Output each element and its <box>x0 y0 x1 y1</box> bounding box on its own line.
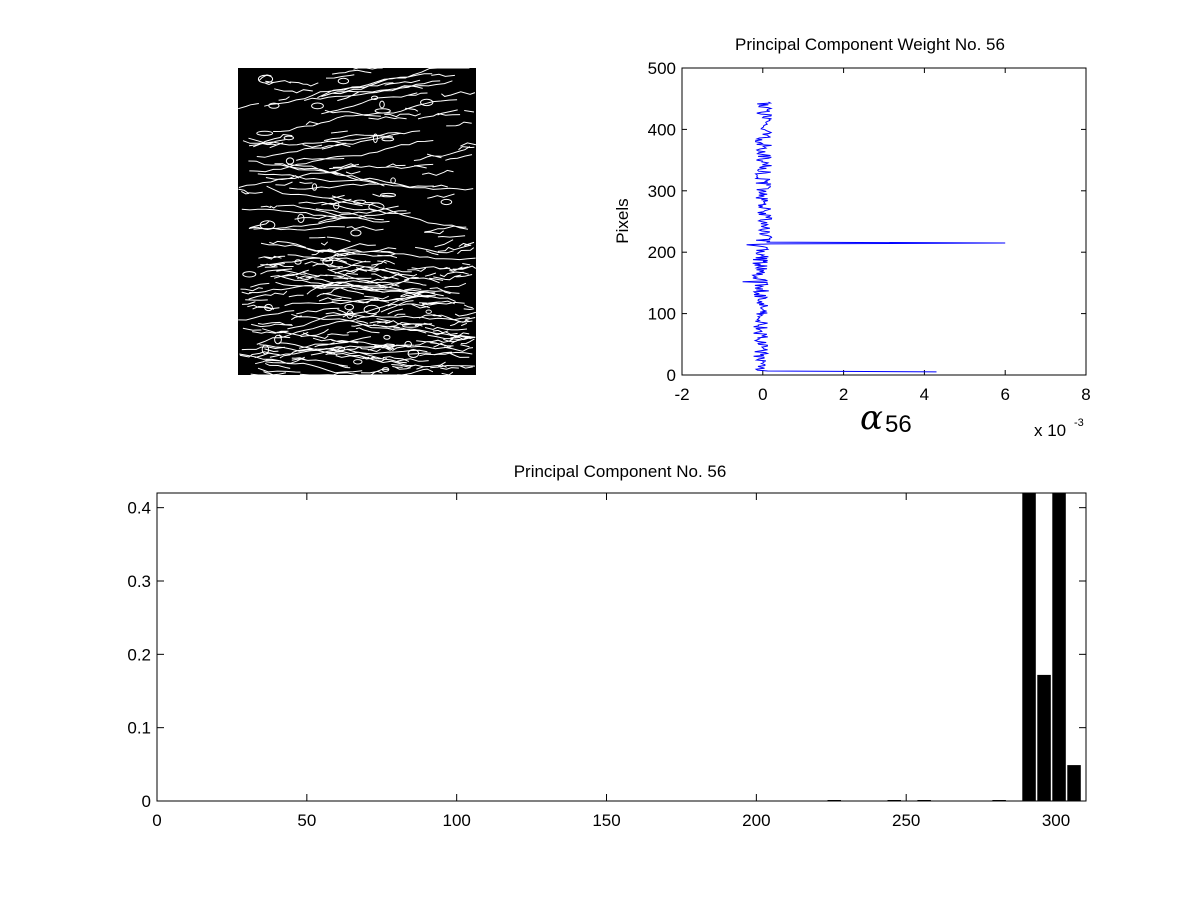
edge-loop <box>311 102 324 110</box>
weight-series-line <box>742 101 1006 373</box>
edge-loop <box>311 183 318 191</box>
bar-ytick-label: 0.1 <box>127 719 151 738</box>
edge-map-image <box>238 67 477 376</box>
weight-chart-exponent-base: x 10 <box>1034 421 1066 440</box>
edge-loop <box>242 271 257 278</box>
edge-loop <box>380 192 396 198</box>
edge-loop <box>268 102 280 109</box>
principal-component-bar-chart: Principal Component No. 56 0 50 100 150 200 2… <box>127 462 1087 830</box>
bar-xtick-label: 0 <box>152 811 161 830</box>
bar-chart-title: Principal Component No. 56 <box>514 462 727 481</box>
bar-xtick-label: 150 <box>592 811 620 830</box>
edge-loop <box>283 135 294 141</box>
weight-chart-axes-box <box>681 67 1087 376</box>
bar-chart-bars <box>827 493 1081 801</box>
bar <box>992 800 1006 801</box>
bar-xtick-label: 300 <box>1042 811 1070 830</box>
weight-ytick-label: 500 <box>648 59 676 78</box>
edge-loop <box>363 304 380 315</box>
bar-ytick-label: 0.2 <box>127 645 151 664</box>
weight-ytick-label: 400 <box>648 120 676 139</box>
edge-loop <box>337 77 350 85</box>
edge-contours <box>238 67 477 376</box>
bar-chart-axes-box <box>156 492 1087 802</box>
edge-loop <box>256 130 274 136</box>
bar <box>827 800 841 801</box>
bar-xtick-label: 200 <box>742 811 770 830</box>
bar <box>917 800 931 801</box>
weight-chart-xlabel-subscript: 56 <box>885 411 912 438</box>
weight-xtick-label: 2 <box>839 385 848 404</box>
edge-loop <box>274 334 282 345</box>
weight-xtick-label: 0 <box>758 385 767 404</box>
bar <box>1037 674 1051 801</box>
bar <box>887 800 901 801</box>
weight-xtick-label: -2 <box>674 385 689 404</box>
edge-map-strokes <box>238 67 477 376</box>
weight-ytick-label: 200 <box>648 243 676 262</box>
bar-ytick-label: 0.4 <box>127 499 151 518</box>
weight-ytick-label: 0 <box>667 366 676 385</box>
bar <box>1067 765 1081 801</box>
edge-loop <box>425 309 432 314</box>
edge-loop <box>420 98 434 107</box>
bar <box>1022 493 1036 801</box>
edge-loop <box>344 303 355 311</box>
bar-xtick-label: 250 <box>892 811 920 830</box>
edge-loop <box>383 334 391 340</box>
edge-loop <box>353 359 363 365</box>
edge-loop <box>440 198 453 206</box>
weight-ytick-label: 100 <box>648 305 676 324</box>
edge-loop <box>381 137 395 142</box>
weight-profile-chart: Principal Component Weight No. 56 -2 0 2 4 6… <box>613 35 1091 440</box>
weight-xtick-label: 4 <box>920 385 929 404</box>
weight-ytick-label: 300 <box>648 182 676 201</box>
weight-xtick-label: 6 <box>1000 385 1009 404</box>
weight-chart-line <box>742 101 1006 373</box>
weight-chart-xlabel-alpha: α <box>860 398 883 438</box>
weight-chart-exponent-power: -3 <box>1074 417 1084 429</box>
edge-loop <box>404 340 413 348</box>
bar-xtick-label: 50 <box>297 811 316 830</box>
weight-chart-title: Principal Component Weight No. 56 <box>735 35 1005 54</box>
bar <box>1052 493 1066 801</box>
edge-loop <box>285 157 295 165</box>
weight-chart-ylabel: Pixels <box>613 198 632 243</box>
bar-ytick-label: 0.3 <box>127 572 151 591</box>
edge-loop <box>379 100 385 109</box>
edge-loop <box>350 229 362 237</box>
weight-xtick-label: 8 <box>1081 385 1090 404</box>
bar-chart-ticks: 0 50 100 150 200 250 300 0 0.1 0.2 0.3 0.4 <box>127 493 1086 830</box>
bar-xtick-label: 100 <box>442 811 470 830</box>
bar-ytick-label: 0 <box>142 792 151 811</box>
